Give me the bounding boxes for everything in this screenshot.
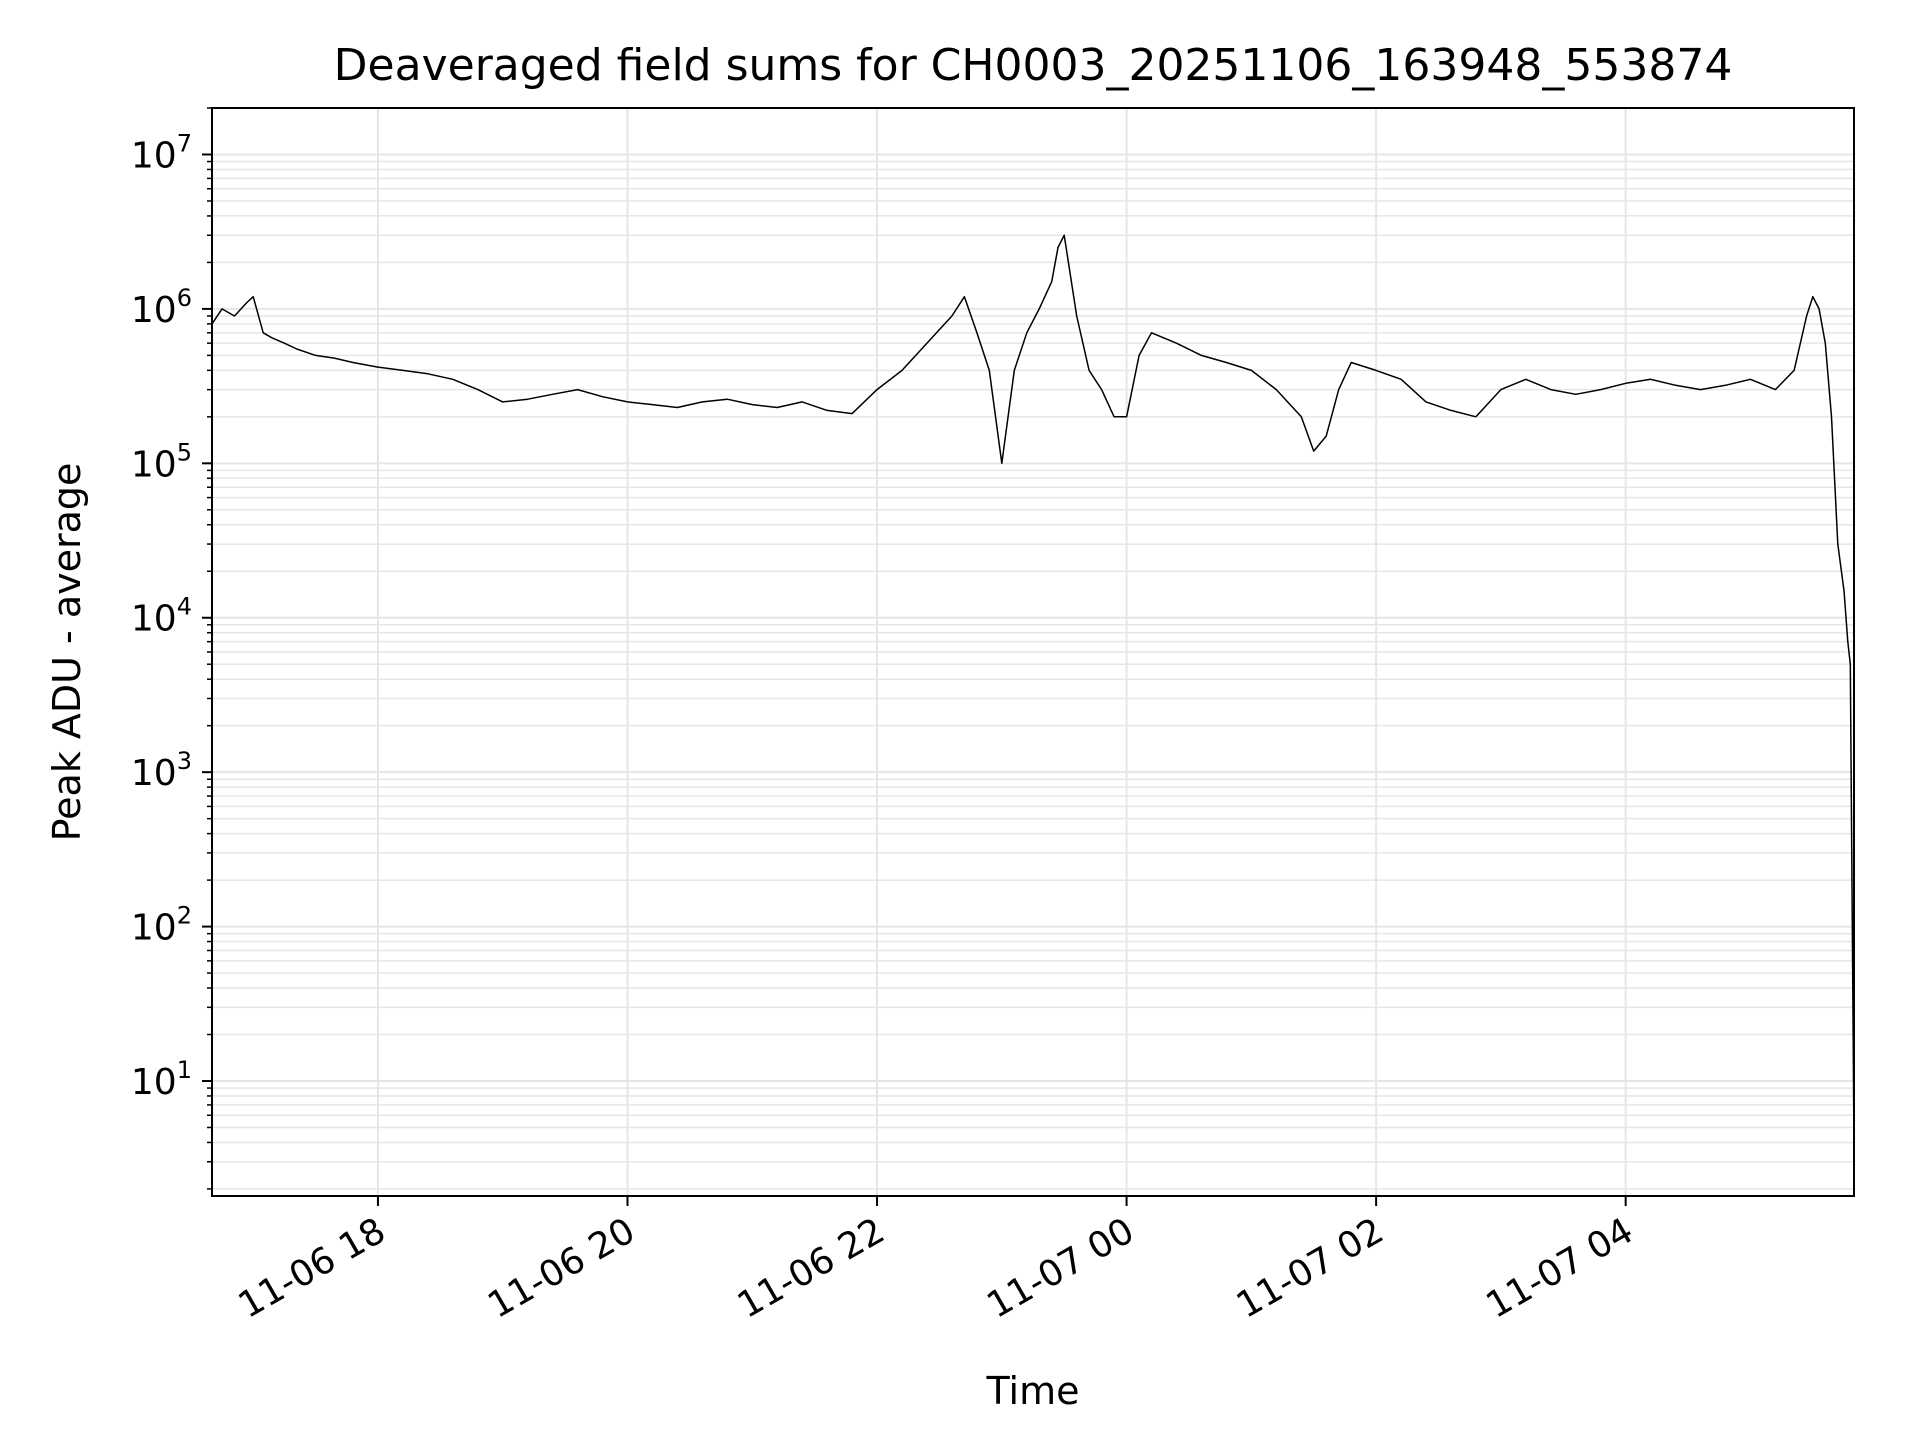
chart-title: Deaveraged field sums for CH0003_2025110… <box>334 40 1733 91</box>
series-line <box>211 234 1855 1146</box>
y-axis: 101 102 103 104 105 106 107 <box>131 107 212 1190</box>
y-tick-label: 106 <box>131 284 192 331</box>
y-tick-label: 101 <box>131 1056 192 1103</box>
y-tick-label: 104 <box>131 593 192 640</box>
y-tick-label: 103 <box>131 747 192 794</box>
series-layer <box>211 234 1855 1146</box>
y-tick-label: 107 <box>131 129 192 176</box>
x-axis-label: Time <box>986 1369 1080 1413</box>
y-axis-label: Peak ADU - average <box>45 463 89 842</box>
y-tick-label: 102 <box>131 902 192 949</box>
gridlines <box>212 107 1854 1196</box>
y-tick-label: 105 <box>131 438 192 485</box>
